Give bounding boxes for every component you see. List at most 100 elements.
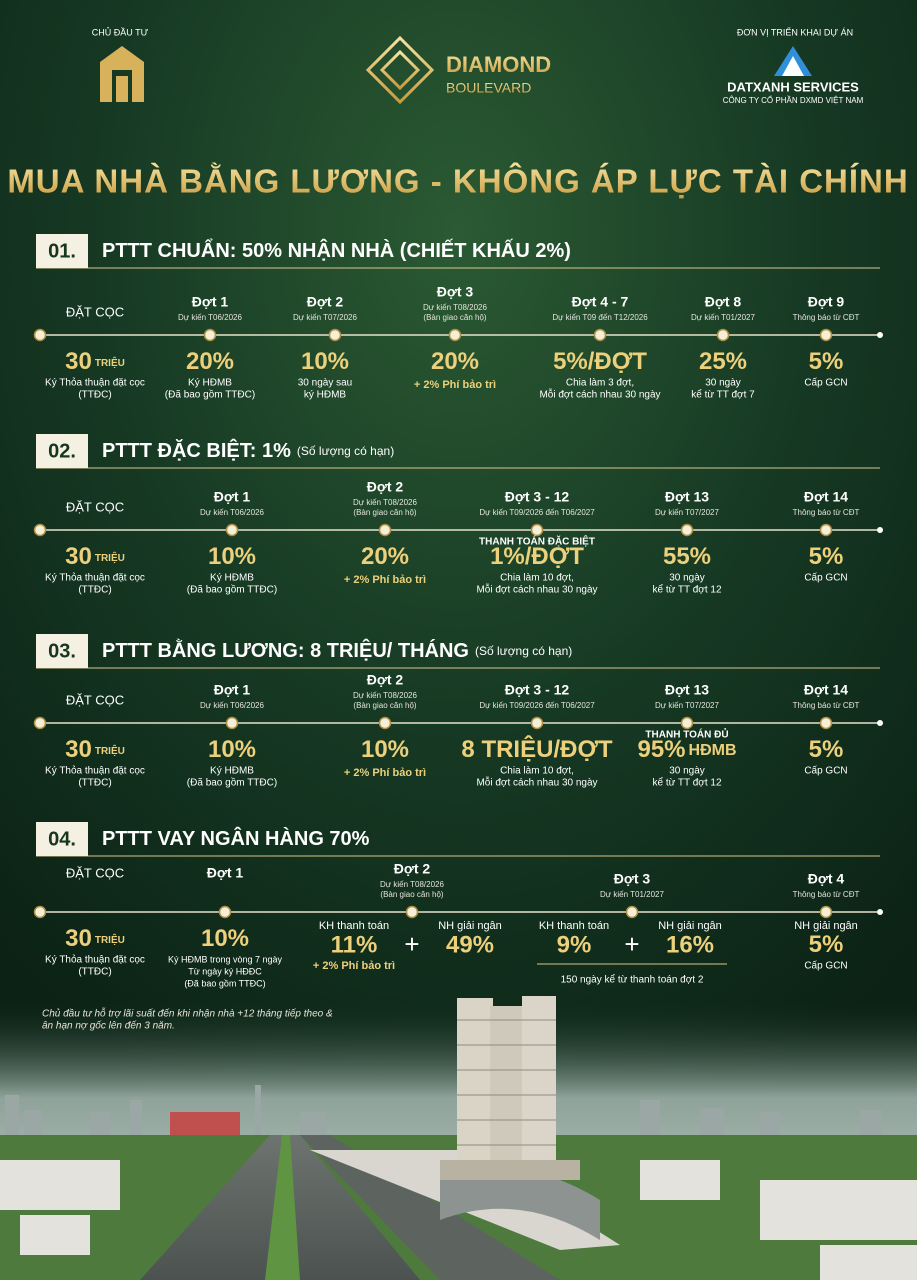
- main-title: MUA NHÀ BẰNG LƯƠNG - KHÔNG ÁP LỰC TÀI CH…: [7, 162, 908, 200]
- timeline-dot: [530, 716, 544, 730]
- step-label: Đợt 13: [665, 489, 709, 505]
- step-desc: kể từ TT đợt 12: [652, 584, 721, 596]
- step-value-number: 10%: [361, 736, 409, 763]
- step-desc: (TTĐC): [78, 967, 111, 978]
- section-number: 01.: [48, 240, 76, 262]
- step-label: Đợt 3: [614, 871, 651, 887]
- step-value: 30 TRIỆU: [65, 925, 125, 952]
- step-label: Đợt 9: [808, 294, 845, 310]
- step-value-number: 8 TRIỆU/ĐỢT: [461, 735, 612, 763]
- split-caption: NH giải ngân: [438, 920, 502, 932]
- section-number-box: [36, 822, 88, 856]
- step-desc: (Đã bao gồm TTĐC): [184, 978, 265, 988]
- step-value: 5%: [809, 736, 844, 763]
- step-desc: 30 ngày: [669, 766, 705, 777]
- step-value-number: 1%/ĐỢT: [490, 543, 584, 570]
- step-desc: Ký Thỏa thuận đặt cọc: [45, 377, 145, 389]
- step-bonus: + 2% Phí bảo trì: [344, 767, 426, 779]
- timeline-end: [877, 720, 883, 726]
- step-caption: NH giải ngân: [794, 920, 858, 932]
- split-joiner: +: [624, 929, 639, 959]
- timeline-dot: [33, 328, 47, 342]
- timeline-dot: [593, 328, 607, 342]
- diamond-logo: [365, 35, 435, 105]
- step-label: Đợt 2: [367, 479, 404, 495]
- step-value-unit: TRIỆU: [95, 933, 125, 946]
- step-desc: Chia làm 10 đợt,: [500, 766, 574, 777]
- step-value-number: 55%: [663, 543, 711, 570]
- section-title-text: PTTT BẰNG LƯƠNG: 8 TRIỆU/ THÁNG: [102, 638, 469, 662]
- step-sub: Thông báo từ CĐT: [793, 701, 860, 710]
- step-value-number: 20%: [186, 348, 234, 375]
- step-label: Đợt 3 - 12: [505, 682, 570, 698]
- step-sub: Dự kiến T07/2027: [655, 508, 719, 517]
- step-value: 30 TRIỆU: [65, 543, 125, 570]
- section-number: 04.: [48, 828, 76, 850]
- step-sub: Dự kiến T01/2027: [600, 890, 664, 899]
- step-value-number: 95%: [637, 736, 685, 763]
- step-label: Đợt 2: [307, 294, 344, 310]
- step-desc: Cấp GCN: [804, 377, 847, 389]
- step-value: 5%: [809, 348, 844, 375]
- timeline-dot: [819, 716, 833, 730]
- step-sub: Dự kiến T08/2026: [353, 691, 417, 700]
- step-label: Đợt 3 - 12: [505, 489, 570, 505]
- step-desc: Mỗi đợt cách nhau 30 ngày: [539, 388, 660, 401]
- city-illustration: [0, 996, 917, 1280]
- step-desc: (TTĐC): [78, 390, 111, 401]
- step-desc: 150 ngày kể từ thanh toán đợt 2: [561, 974, 704, 986]
- step-value-number: 5%: [809, 543, 844, 570]
- timeline-dot: [625, 905, 639, 919]
- timeline-dot: [33, 523, 47, 537]
- step-value-number: 30: [65, 543, 92, 570]
- timeline-dot: [378, 523, 392, 537]
- step-desc: Ký Thỏa thuận đặt cọc: [45, 954, 145, 966]
- timeline-dot: [716, 328, 730, 342]
- step-label: Đợt 1: [192, 294, 229, 310]
- step-desc: Từ ngày ký HĐĐC: [188, 966, 262, 976]
- step-sub: Dự kiến T07/2026: [293, 313, 357, 322]
- step-desc: 30 ngày: [669, 573, 705, 584]
- step-desc: (TTĐC): [78, 778, 111, 789]
- step-value-number: 10%: [201, 925, 249, 952]
- timeline-end: [877, 909, 883, 915]
- developer-company: CÔNG TY CỔ PHẦN DXMD VIỆT NAM: [723, 95, 864, 105]
- step-label: Đợt 4 - 7: [572, 294, 629, 310]
- section-note: (Số lượng có hạn): [297, 444, 394, 458]
- step-desc: Cấp GCN: [804, 572, 847, 584]
- timeline-dot: [203, 328, 217, 342]
- step-top: THANH TOÁN ĐỦ: [645, 728, 728, 741]
- step-value-number: 20%: [431, 348, 479, 375]
- split-caption: KH thanh toán: [539, 920, 609, 932]
- step-bonus: + 2% Phí bảo trì: [344, 574, 426, 586]
- step-value: 10%: [201, 925, 249, 952]
- timeline-dot: [378, 716, 392, 730]
- step-desc: 30 ngày sau: [298, 378, 353, 389]
- step-value-number: 10%: [208, 736, 256, 763]
- step-desc: Ký HĐMB: [210, 573, 254, 584]
- step-value: 1%/ĐỢT: [490, 543, 584, 570]
- step-value-number: 5%/ĐỢT: [553, 348, 647, 375]
- step-value-number: 30: [65, 348, 92, 375]
- step-value: 10%: [301, 348, 349, 375]
- timeline-dot: [33, 716, 47, 730]
- section-title: PTTT CHUẨN: 50% NHẬN NHÀ (CHIẾT KHẤU 2%): [102, 238, 571, 262]
- split-caption: KH thanh toán: [319, 920, 389, 932]
- timeline-dot: [680, 523, 694, 537]
- section-title: PTTT ĐẶC BIỆT: 1% (Số lượng có hạn): [102, 438, 394, 462]
- step-sub: Thông báo từ CĐT: [793, 890, 860, 899]
- step-label: ĐẶT CỌC: [66, 304, 124, 319]
- footnote: ân hạn nợ gốc lên đến 3 năm.: [42, 1020, 175, 1032]
- section-title: PTTT VAY NGÂN HÀNG 70%: [102, 826, 370, 850]
- section-number: 03.: [48, 640, 76, 662]
- step-sub: (Bàn giao căn hộ): [423, 313, 486, 322]
- section-number-box: [36, 434, 88, 468]
- step-sub: Dự kiến T09/2026 đến T06/2027: [479, 508, 595, 517]
- brand-name: DIAMOND: [446, 52, 551, 77]
- step-value: 30 TRIỆU: [65, 348, 125, 375]
- timeline-dot: [225, 523, 239, 537]
- section-number-box: [36, 234, 88, 268]
- step-bonus: + 2% Phí bảo trì: [313, 960, 395, 972]
- step-value: 5%/ĐỢT: [553, 348, 647, 375]
- step-desc: Ký HĐMB trong vòng 7 ngày: [168, 954, 283, 964]
